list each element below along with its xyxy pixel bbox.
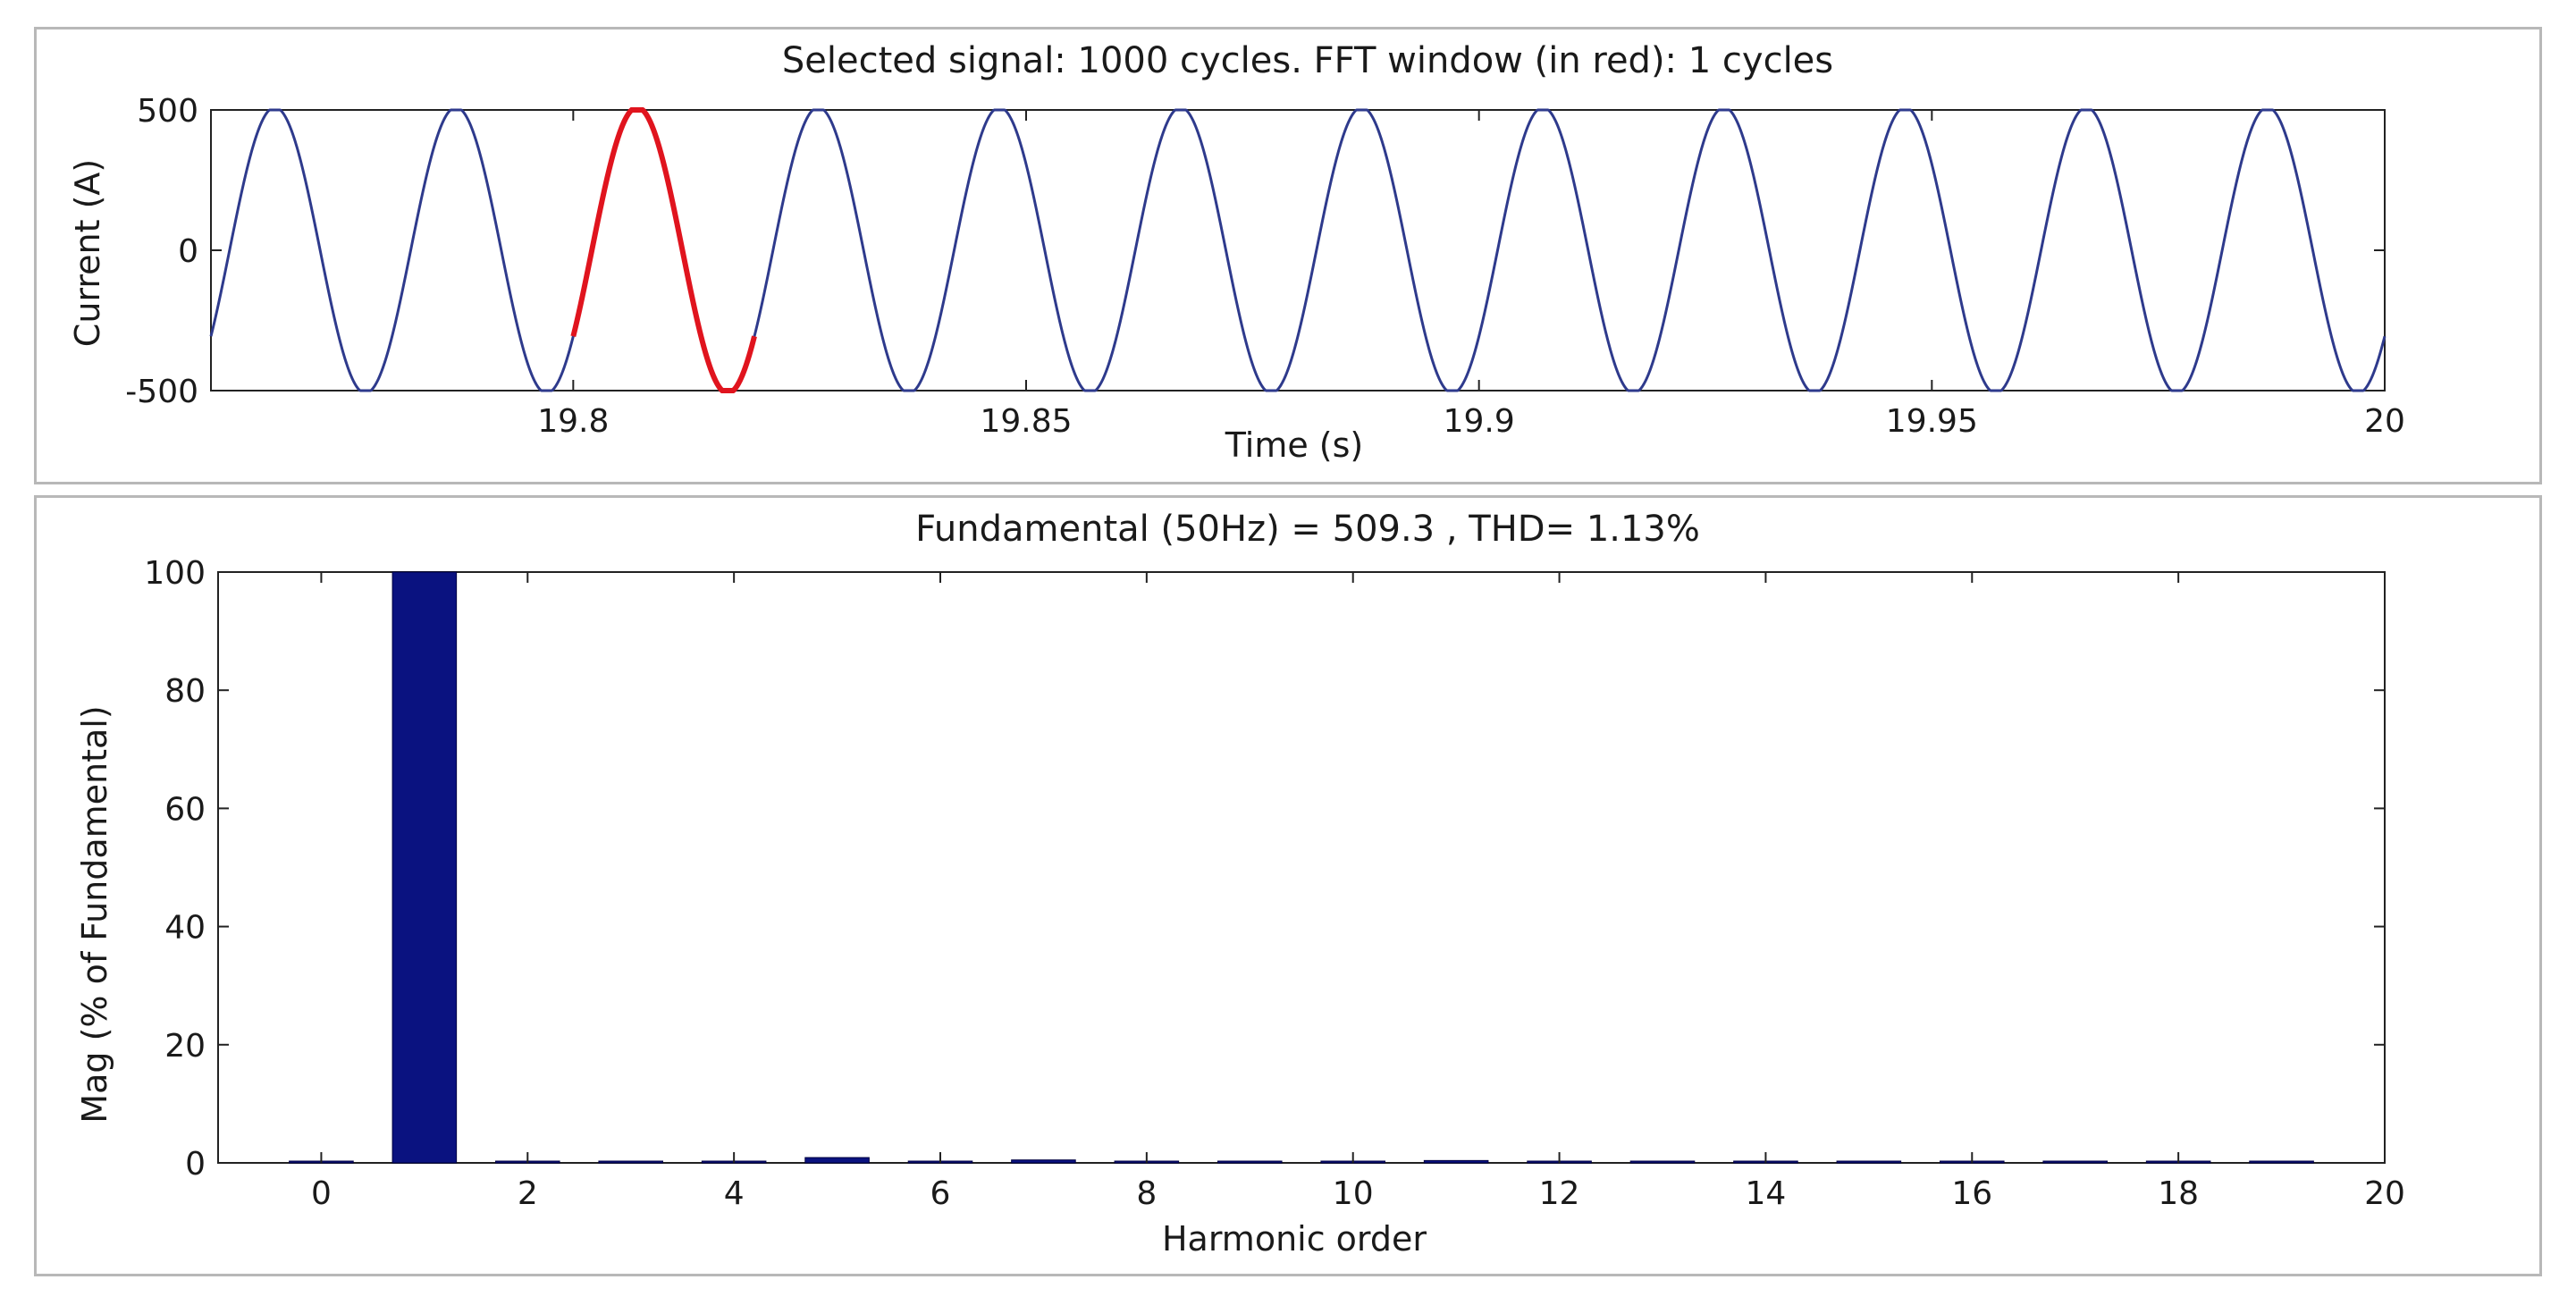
harmonic-bar — [1629, 1160, 1696, 1164]
signal-y-tick-label: 0 — [178, 233, 198, 270]
spectrum-x-axis-label: Harmonic order — [1162, 1219, 1427, 1259]
spectrum-x-tick-label: 14 — [1746, 1175, 1787, 1212]
spectrum-y-tick-label: 60 — [164, 791, 206, 828]
spectrum-y-axis-label: Mag (% of Fundamental) — [75, 705, 114, 1123]
spectrum-y-tick-label: 20 — [164, 1028, 206, 1065]
spectrum-y-tick-label: 80 — [164, 673, 206, 710]
harmonic-bar — [2249, 1160, 2314, 1164]
signal-y-tick-label: 500 — [137, 93, 198, 130]
harmonic-bar — [1423, 1159, 1489, 1164]
spectrum-plot-area — [217, 571, 2386, 1164]
spectrum-x-tick-label: 12 — [1539, 1175, 1580, 1212]
signal-x-axis-label: Time (s) — [1225, 425, 1364, 465]
spectrum-x-tick-label: 20 — [2364, 1175, 2405, 1212]
signal-y-tick-label: -500 — [125, 374, 198, 410]
spectrum-x-tick-label: 2 — [518, 1175, 538, 1212]
spectrum-y-tick-label: 100 — [144, 555, 206, 592]
harmonic-bar — [598, 1160, 663, 1164]
signal-y-axis-label: Current (A) — [68, 159, 107, 347]
harmonic-bar — [1836, 1160, 1902, 1164]
spectrum-chart: Fundamental (50Hz) = 509.3 , THD= 1.13% … — [75, 509, 2405, 1259]
spectrum-x-tick-label: 0 — [311, 1175, 332, 1212]
harmonic-bar — [1217, 1160, 1283, 1164]
signal-chart-title: Selected signal: 1000 cycles. FFT window… — [782, 40, 1833, 81]
signal-x-tick-label: 19.85 — [980, 403, 1072, 440]
spectrum-x-tick-label: 8 — [1136, 1175, 1157, 1212]
fft-window-highlight — [570, 107, 757, 393]
signal-panel: Selected signal: 1000 cycles. FFT window… — [34, 27, 2542, 484]
harmonic-bar — [804, 1157, 870, 1164]
signal-x-tick-label: 19.95 — [1886, 403, 1978, 440]
signal-chart: Selected signal: 1000 cycles. FFT window… — [68, 40, 2405, 465]
spectrum-chart-title: Fundamental (50Hz) = 509.3 , THD= 1.13% — [915, 509, 1700, 550]
spectrum-x-tick-label: 18 — [2158, 1175, 2199, 1212]
spectrum-x-tick-label: 10 — [1333, 1175, 1374, 1212]
signal-x-tick-label: 20 — [2364, 403, 2405, 440]
spectrum-y-tick-label: 0 — [185, 1146, 206, 1183]
spectrum-y-tick-label: 40 — [164, 910, 206, 947]
spectrum-x-tick-label: 16 — [1951, 1175, 1992, 1212]
harmonic-bar — [2042, 1160, 2108, 1164]
signal-plot-area — [210, 109, 2386, 392]
signal-x-tick-label: 19.8 — [537, 403, 609, 440]
spectrum-x-tick-label: 4 — [724, 1175, 745, 1212]
signal-x-tick-label: 19.9 — [1444, 403, 1515, 440]
spectrum-panel: Fundamental (50Hz) = 509.3 , THD= 1.13% … — [34, 495, 2542, 1276]
spectrum-x-tick-label: 6 — [930, 1175, 951, 1212]
harmonic-bar — [1011, 1159, 1076, 1164]
harmonic-bar — [391, 571, 458, 1164]
